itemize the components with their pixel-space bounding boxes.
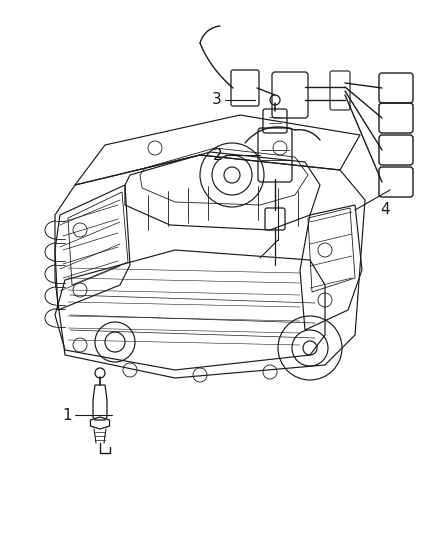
Text: 4: 4 <box>380 203 390 217</box>
Text: 2: 2 <box>212 148 222 163</box>
Text: 1: 1 <box>62 408 72 423</box>
Text: 3: 3 <box>212 93 222 108</box>
